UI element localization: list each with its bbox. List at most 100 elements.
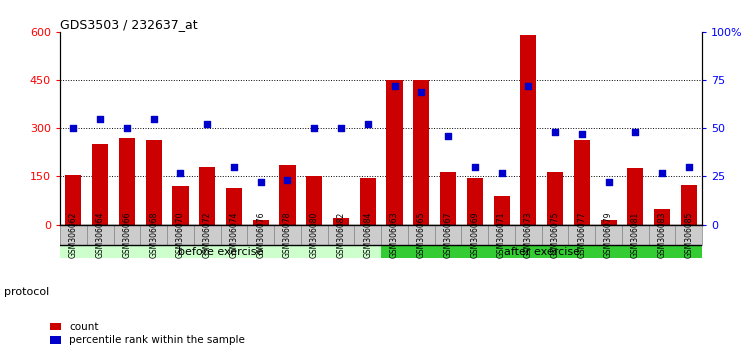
Bar xyxy=(199,167,216,225)
Text: GSM306085: GSM306085 xyxy=(684,212,693,258)
Text: GSM306075: GSM306075 xyxy=(550,212,559,258)
Bar xyxy=(493,196,509,225)
FancyBboxPatch shape xyxy=(113,225,140,245)
FancyBboxPatch shape xyxy=(301,225,327,245)
Point xyxy=(656,170,668,176)
Point xyxy=(549,129,561,135)
Text: GSM306068: GSM306068 xyxy=(149,212,158,258)
Text: GSM306067: GSM306067 xyxy=(444,212,453,258)
Bar xyxy=(520,35,536,225)
Point xyxy=(469,164,481,170)
Text: GSM306062: GSM306062 xyxy=(69,212,78,258)
Bar xyxy=(306,177,322,225)
Bar xyxy=(252,220,269,225)
FancyBboxPatch shape xyxy=(274,225,301,245)
Text: GSM306077: GSM306077 xyxy=(578,212,587,258)
Bar xyxy=(413,80,430,225)
Text: GSM306076: GSM306076 xyxy=(256,212,265,258)
FancyBboxPatch shape xyxy=(221,225,247,245)
Bar xyxy=(601,220,617,225)
Text: GSM306083: GSM306083 xyxy=(658,212,667,258)
FancyBboxPatch shape xyxy=(327,225,354,245)
Text: GSM306069: GSM306069 xyxy=(470,212,479,258)
Point xyxy=(148,116,160,121)
Text: GSM306074: GSM306074 xyxy=(230,212,239,258)
FancyBboxPatch shape xyxy=(194,225,221,245)
Text: before exercise: before exercise xyxy=(178,246,264,257)
Point xyxy=(442,133,454,139)
Point xyxy=(94,116,106,121)
Bar xyxy=(654,209,670,225)
FancyBboxPatch shape xyxy=(435,225,461,245)
FancyBboxPatch shape xyxy=(354,225,382,245)
Bar xyxy=(547,172,563,225)
FancyBboxPatch shape xyxy=(675,225,702,245)
FancyBboxPatch shape xyxy=(541,225,569,245)
FancyBboxPatch shape xyxy=(247,225,274,245)
FancyBboxPatch shape xyxy=(140,225,167,245)
FancyBboxPatch shape xyxy=(649,225,675,245)
Text: GSM306081: GSM306081 xyxy=(631,212,640,258)
Bar xyxy=(65,175,81,225)
Point xyxy=(362,121,374,127)
Bar xyxy=(467,178,483,225)
FancyBboxPatch shape xyxy=(167,225,194,245)
Text: GSM306070: GSM306070 xyxy=(176,212,185,258)
Point xyxy=(629,129,641,135)
FancyBboxPatch shape xyxy=(60,245,382,258)
Point xyxy=(576,131,588,137)
Text: GSM306073: GSM306073 xyxy=(523,212,532,258)
Text: GSM306065: GSM306065 xyxy=(417,212,426,258)
Point xyxy=(415,89,427,95)
FancyBboxPatch shape xyxy=(488,225,515,245)
FancyBboxPatch shape xyxy=(569,225,596,245)
Bar xyxy=(681,184,697,225)
FancyBboxPatch shape xyxy=(382,245,702,258)
Bar xyxy=(360,178,376,225)
Point xyxy=(683,164,695,170)
Bar xyxy=(440,172,456,225)
Text: GSM306084: GSM306084 xyxy=(363,212,372,258)
Text: GSM306072: GSM306072 xyxy=(203,212,212,258)
Bar xyxy=(119,138,135,225)
Point xyxy=(602,179,614,185)
Point xyxy=(201,121,213,127)
Point xyxy=(308,125,320,131)
FancyBboxPatch shape xyxy=(622,225,649,245)
Text: GSM306079: GSM306079 xyxy=(604,212,613,258)
Bar xyxy=(333,218,349,225)
Text: GSM306071: GSM306071 xyxy=(497,212,506,258)
FancyBboxPatch shape xyxy=(408,225,435,245)
Bar xyxy=(574,139,590,225)
Text: GSM306063: GSM306063 xyxy=(390,212,399,258)
FancyBboxPatch shape xyxy=(382,225,408,245)
FancyBboxPatch shape xyxy=(515,225,541,245)
Text: GSM306082: GSM306082 xyxy=(336,212,345,258)
Point xyxy=(496,170,508,176)
FancyBboxPatch shape xyxy=(596,225,622,245)
Point xyxy=(335,125,347,131)
Text: protocol: protocol xyxy=(4,287,49,297)
Bar xyxy=(92,144,108,225)
Point xyxy=(174,170,186,176)
Bar xyxy=(173,186,189,225)
Point xyxy=(121,125,133,131)
FancyBboxPatch shape xyxy=(461,225,488,245)
Bar xyxy=(387,80,403,225)
Bar xyxy=(279,165,296,225)
Text: GDS3503 / 232637_at: GDS3503 / 232637_at xyxy=(60,18,198,31)
Bar xyxy=(226,188,242,225)
Point xyxy=(255,179,267,185)
Point xyxy=(388,83,400,89)
Text: after exercise: after exercise xyxy=(504,246,580,257)
Bar xyxy=(146,139,161,225)
Point xyxy=(522,83,534,89)
Text: GSM306080: GSM306080 xyxy=(309,212,318,258)
Legend: count, percentile rank within the sample: count, percentile rank within the sample xyxy=(50,322,245,345)
Text: GSM306066: GSM306066 xyxy=(122,212,131,258)
FancyBboxPatch shape xyxy=(87,225,113,245)
Point xyxy=(68,125,80,131)
FancyBboxPatch shape xyxy=(60,225,87,245)
Text: GSM306064: GSM306064 xyxy=(95,212,104,258)
Text: GSM306078: GSM306078 xyxy=(283,212,292,258)
